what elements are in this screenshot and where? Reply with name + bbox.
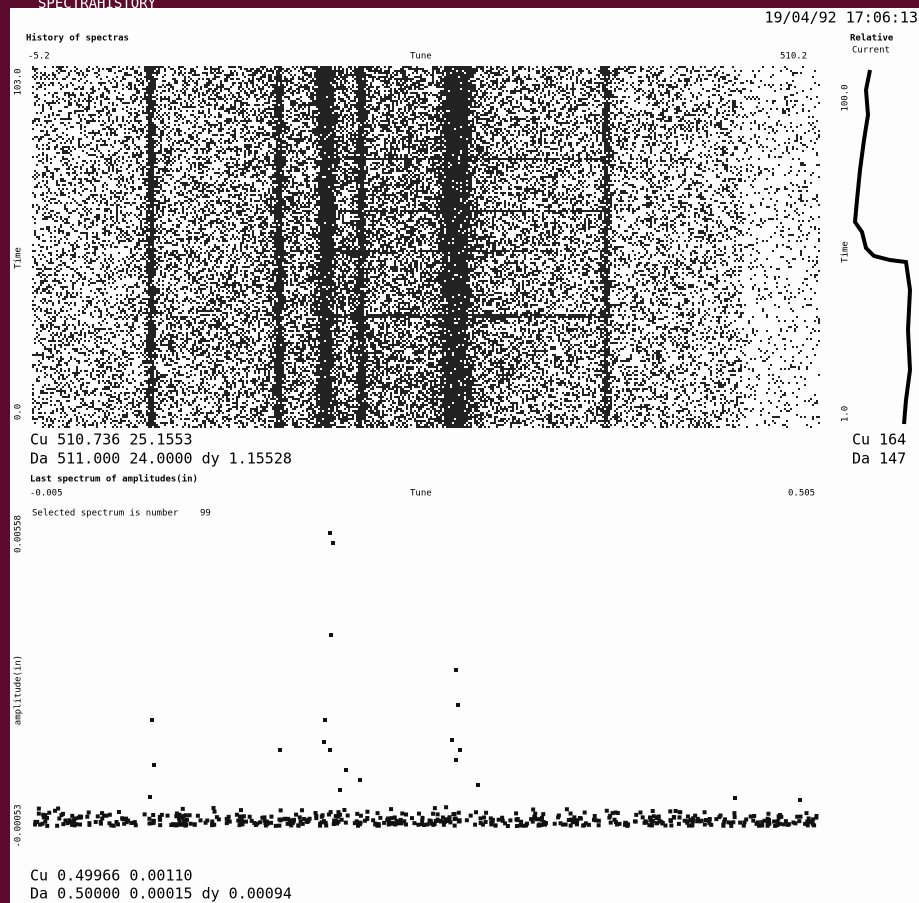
x-max: 0.505 [788, 489, 815, 499]
current-subtitle: Current [852, 46, 890, 56]
delta: Da 0.50000 0.00015 dy 0.00094 [30, 885, 292, 903]
x-label: Tune [410, 489, 432, 499]
y-max: 103.0 [14, 68, 24, 95]
x-min: -0.005 [30, 489, 63, 499]
screen: SPECTRAHISTORY 19/04/92 17:06:13 History… [0, 0, 919, 903]
note: Selected spectrum is number 99 [32, 509, 211, 519]
app-title: SPECTRAHISTORY [38, 0, 157, 12]
delta: Da 147 [852, 450, 906, 468]
y-min: -0.00053 [14, 804, 24, 847]
history-title: History of spectras [26, 33, 129, 44]
y-label: amplitude(in) [14, 655, 24, 725]
timestamp: 19/04/92 17:06:13 [764, 9, 918, 27]
spectrum-title: Last spectrum of amplitudes(in) [30, 474, 198, 485]
current-title: Relative [850, 33, 894, 44]
y-label: Time [14, 247, 24, 269]
x-max: 510.2 [780, 52, 807, 62]
y-min: 1.0 [841, 406, 851, 422]
delta: Da 511.000 24.0000 dy 1.15528 [30, 450, 292, 468]
y-label: Time [841, 241, 851, 263]
x-min: -5.2 [28, 52, 50, 62]
y-min: 0.0 [14, 404, 24, 420]
y-max: 0.00558 [14, 515, 24, 553]
cursor: Cu 0.49966 0.00110 [30, 867, 193, 885]
y-max: 100.0 [841, 84, 851, 111]
cursor: Cu 510.736 25.1553 [30, 431, 193, 449]
cursor: Cu 164 [852, 431, 906, 449]
x-label: Tune [410, 52, 432, 62]
